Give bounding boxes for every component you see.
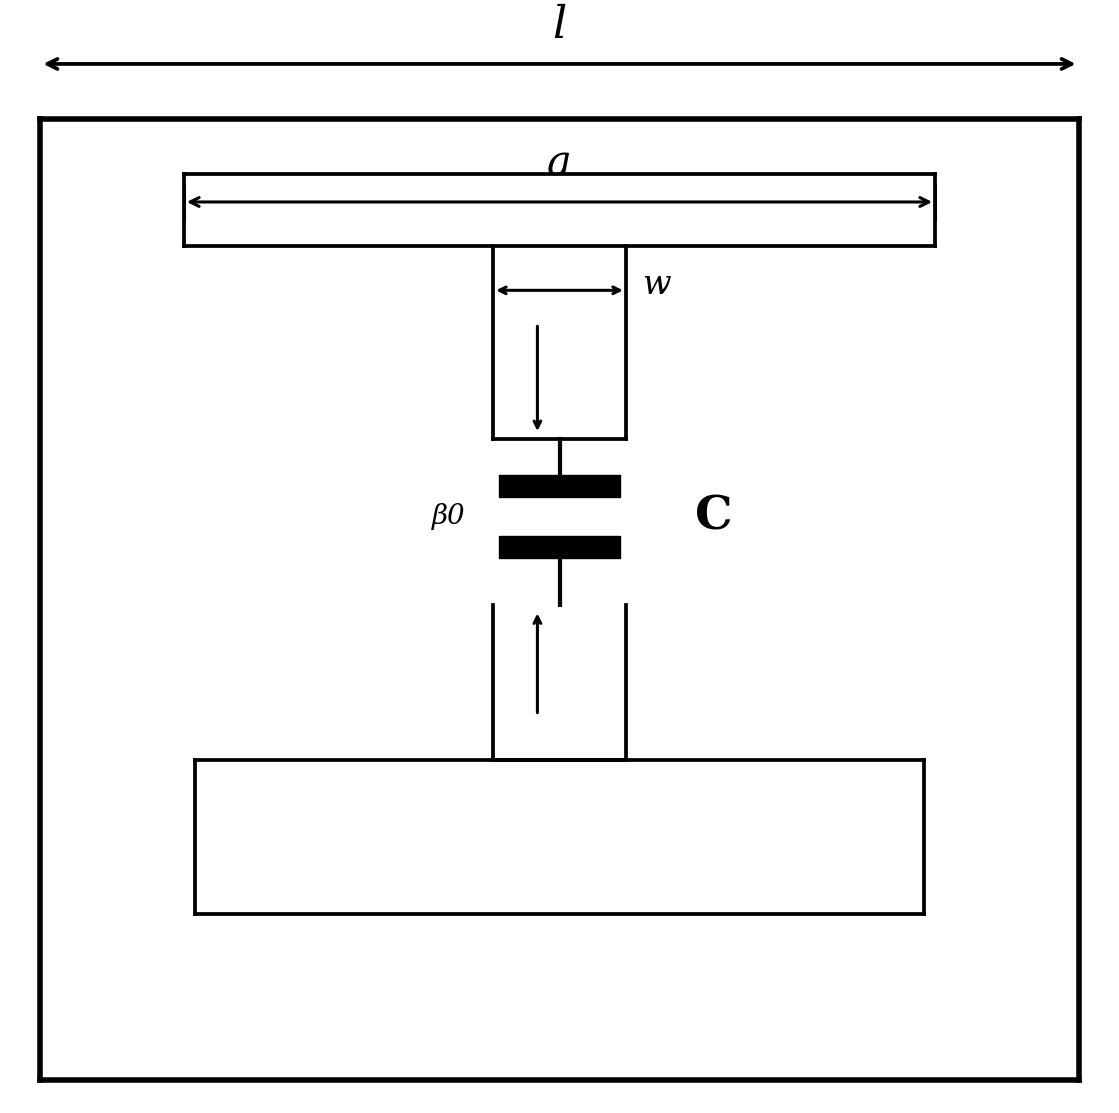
Text: w: w — [642, 269, 671, 301]
Text: l: l — [553, 3, 566, 47]
Text: β0: β0 — [432, 503, 466, 530]
Text: a: a — [547, 142, 572, 185]
Text: C: C — [695, 494, 733, 540]
